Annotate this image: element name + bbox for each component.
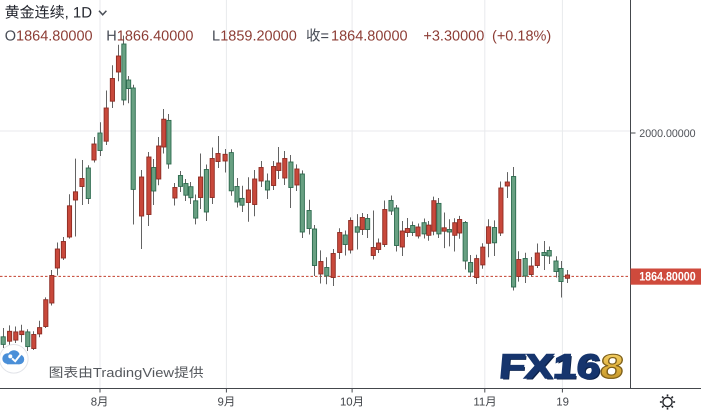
- svg-text:11月: 11月: [473, 397, 496, 409]
- svg-text:8月: 8月: [91, 397, 109, 409]
- svg-text:9月: 9月: [218, 397, 236, 409]
- svg-text:2000.00000: 2000.00000: [639, 128, 695, 140]
- svg-text:1864.80000: 1864.80000: [639, 270, 696, 284]
- svg-text:10月: 10月: [340, 397, 364, 409]
- svg-text:黄金连续, 1D: 黄金连续, 1D: [5, 5, 93, 22]
- svg-text:19: 19: [556, 397, 569, 409]
- svg-text:图表由TradingView提供: 图表由TradingView提供: [49, 365, 204, 380]
